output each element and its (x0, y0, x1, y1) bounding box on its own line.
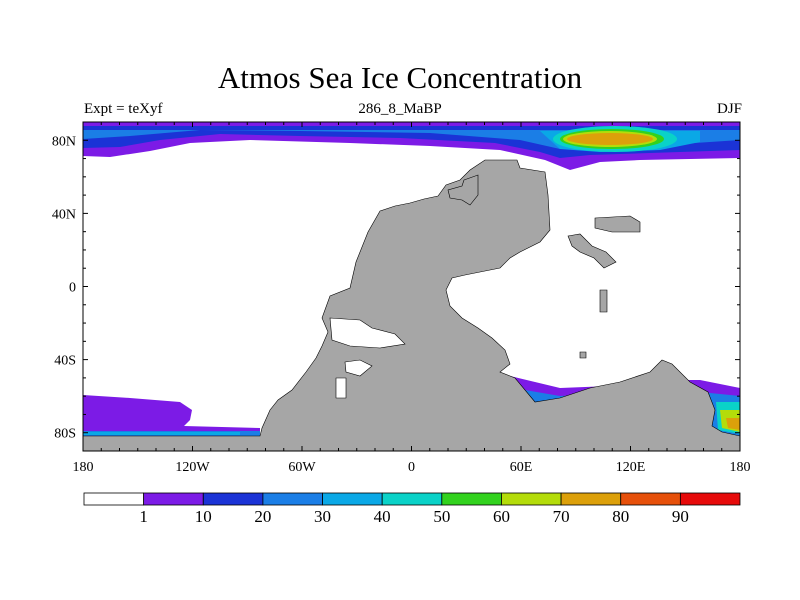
y-tick-label: 80S (54, 427, 76, 442)
land-masses (83, 159, 740, 451)
y-tick-label: 80N (52, 134, 76, 149)
colorbar-segment (83, 492, 145, 506)
colorbar-segment (381, 492, 443, 506)
chart-title: Atmos Sea Ice Concentration (217, 60, 583, 95)
colorbar-label: 60 (493, 507, 510, 526)
colorbar-label: 1 (139, 507, 148, 526)
colorbar-label: 70 (553, 507, 570, 526)
colorbar-segment (560, 492, 622, 506)
time-period-label: 286_8_MaBP (358, 101, 442, 117)
tiny-island (579, 351, 587, 359)
colorbar-label: 20 (254, 507, 271, 526)
colorbar-segment (322, 492, 383, 506)
y-tick-label: 0 (69, 281, 76, 296)
colorbar-segment (143, 492, 204, 506)
y-tick-label: 40N (52, 207, 76, 222)
colorbar: 1 10 20 30 40 50 60 70 80 90 (83, 492, 741, 526)
x-tick-label: 60W (288, 460, 316, 475)
x-tick-label: 120E (616, 460, 646, 475)
y-tick-label: 40S (54, 354, 76, 369)
colorbar-segment (262, 492, 323, 506)
colorbar-label: 80 (612, 507, 629, 526)
arctic-sea-ice (83, 122, 740, 170)
pangaea-landmass (83, 159, 740, 451)
colorbar-segment (679, 492, 741, 506)
small-island (599, 289, 608, 313)
colorbar-label: 90 (672, 507, 689, 526)
season-label: DJF (716, 101, 742, 117)
x-tick-label: 180 (73, 460, 94, 475)
colorbar-segment (501, 492, 562, 506)
eastern-island (594, 215, 641, 233)
map-plot-area (83, 122, 740, 451)
x-tick-label: 0 (408, 460, 415, 475)
inland-seas (329, 317, 406, 399)
eastern-archipelago (567, 233, 617, 269)
x-tick-label: 180 (730, 460, 751, 475)
colorbar-label: 10 (195, 507, 212, 526)
colorbar-label: 50 (433, 507, 450, 526)
x-tick-label: 60E (510, 460, 533, 475)
colorbar-segment (202, 492, 264, 506)
colorbar-segment (441, 492, 502, 506)
colorbar-label: 30 (314, 507, 331, 526)
colorbar-label: 40 (374, 507, 391, 526)
colorbar-segment (620, 492, 681, 506)
northern-island (447, 174, 479, 206)
map-axes: 180 120W 60W 0 60E 120E 180 80N 40N 0 40S 80S (52, 122, 751, 475)
experiment-label: Expt = teXyf (84, 101, 163, 117)
x-tick-label: 120W (175, 460, 210, 475)
